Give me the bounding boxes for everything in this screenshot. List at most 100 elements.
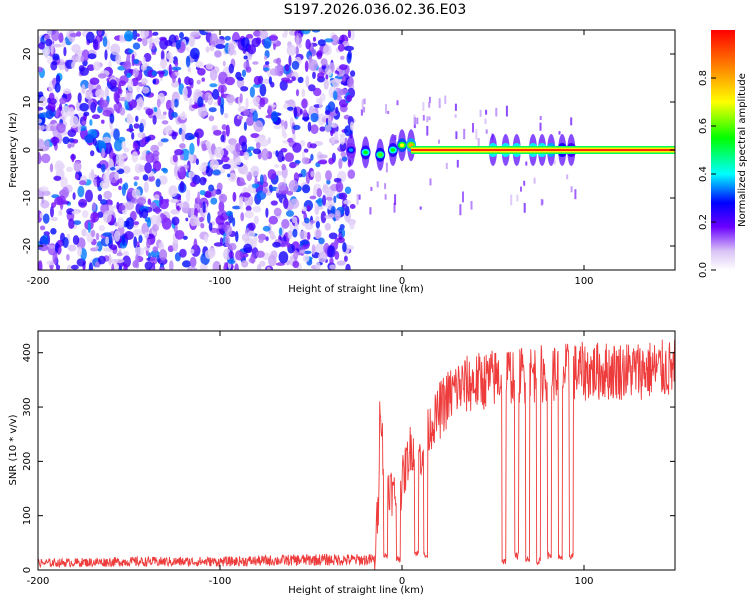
y-tick-label: 20 <box>22 48 33 61</box>
spectral-streak <box>376 181 379 188</box>
noise-blob <box>179 154 185 161</box>
noise-blob <box>221 124 227 131</box>
noise-blob <box>144 261 153 270</box>
noise-blob <box>69 32 78 38</box>
y-tick-label: 10 <box>22 96 33 109</box>
noise-blob <box>162 168 168 174</box>
spectral-streak <box>363 106 366 113</box>
noise-blob <box>83 111 90 117</box>
noise-blob <box>242 192 251 198</box>
noise-blob <box>255 250 265 258</box>
noise-blob <box>77 185 85 198</box>
noise-blob <box>258 238 264 244</box>
noise-blob <box>134 246 145 257</box>
noise-blob <box>210 197 218 205</box>
spectral-streak <box>553 160 556 165</box>
noise-blob <box>152 160 162 172</box>
noise-blob <box>293 249 299 261</box>
spectral-streak <box>539 116 542 120</box>
noise-blob <box>214 50 222 58</box>
noise-blob <box>275 187 279 194</box>
noise-blob <box>262 225 271 232</box>
noise-blob <box>236 181 247 186</box>
noise-blob <box>59 103 63 112</box>
noise-blob <box>289 198 300 209</box>
noise-blob <box>189 214 198 227</box>
noise-blob <box>349 204 356 209</box>
noise-blob <box>39 212 44 219</box>
noise-blob <box>249 112 253 119</box>
noise-blob <box>189 248 195 255</box>
noise-blob <box>174 60 179 67</box>
noise-blob <box>282 132 288 139</box>
noise-blob <box>344 186 352 195</box>
noise-blob <box>207 94 214 106</box>
noise-blob <box>85 31 95 44</box>
noise-blob <box>52 251 58 265</box>
noise-blob <box>182 260 192 268</box>
noise-blob <box>315 261 321 270</box>
noise-blob <box>220 104 225 116</box>
noise-blob <box>295 35 300 47</box>
noise-blob <box>179 166 186 177</box>
noise-blob <box>264 55 268 61</box>
noise-blob <box>123 263 128 270</box>
noise-blob <box>141 78 148 85</box>
noise-blob <box>302 116 310 121</box>
noise-blob <box>50 228 57 235</box>
noise-blob <box>160 50 165 61</box>
spectral-streak <box>419 206 422 210</box>
noise-blob <box>39 112 50 118</box>
spectral-streak <box>428 102 431 108</box>
noise-blob <box>132 68 139 78</box>
noise-blob <box>319 93 326 102</box>
noise-blob <box>55 264 61 270</box>
noise-blob <box>179 32 184 39</box>
noise-blob <box>307 121 312 132</box>
noise-blob <box>253 215 259 225</box>
noise-blob <box>87 64 95 71</box>
noise-blob <box>144 136 152 143</box>
noise-blob <box>315 229 321 239</box>
noise-blob <box>344 45 354 52</box>
noise-blob <box>214 146 225 158</box>
spectral-streak <box>570 186 573 193</box>
noise-blob <box>92 137 97 146</box>
noise-blob <box>38 106 44 111</box>
cluster-peak <box>399 143 405 147</box>
y-tick-label: 0 <box>22 567 33 573</box>
noise-blob <box>153 106 158 113</box>
noise-blob <box>196 79 201 85</box>
noise-blob <box>100 199 108 205</box>
noise-blob <box>116 252 123 257</box>
noise-blob <box>259 260 266 267</box>
noise-blob <box>203 191 212 198</box>
noise-blob <box>67 244 77 252</box>
noise-blob <box>306 231 311 240</box>
noise-blob <box>138 96 144 108</box>
noise-blob <box>301 88 306 98</box>
x-tick-label: 100 <box>574 276 593 287</box>
noise-blob <box>140 156 146 160</box>
noise-blob <box>342 242 347 253</box>
noise-blob <box>72 139 79 144</box>
noise-blob <box>51 194 60 199</box>
noise-blob <box>119 177 123 184</box>
noise-blob <box>321 64 327 70</box>
noise-blob <box>38 139 45 150</box>
noise-blob <box>235 157 242 166</box>
noise-blob <box>304 217 310 224</box>
noise-blob <box>199 207 204 217</box>
noise-blob <box>225 210 233 217</box>
y-tick-label: 100 <box>22 506 33 525</box>
noise-blob <box>149 255 158 265</box>
y-tick-label: 0 <box>22 147 33 153</box>
noise-blob <box>253 30 262 37</box>
noise-blob <box>288 55 292 67</box>
noise-blob <box>329 264 337 270</box>
noise-blob <box>245 33 254 40</box>
noise-blob <box>339 135 346 145</box>
noise-blob <box>173 98 179 108</box>
noise-blob <box>235 143 241 153</box>
noise-blob <box>182 86 188 99</box>
